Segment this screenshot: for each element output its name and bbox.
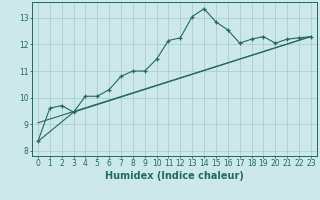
- X-axis label: Humidex (Indice chaleur): Humidex (Indice chaleur): [105, 171, 244, 181]
